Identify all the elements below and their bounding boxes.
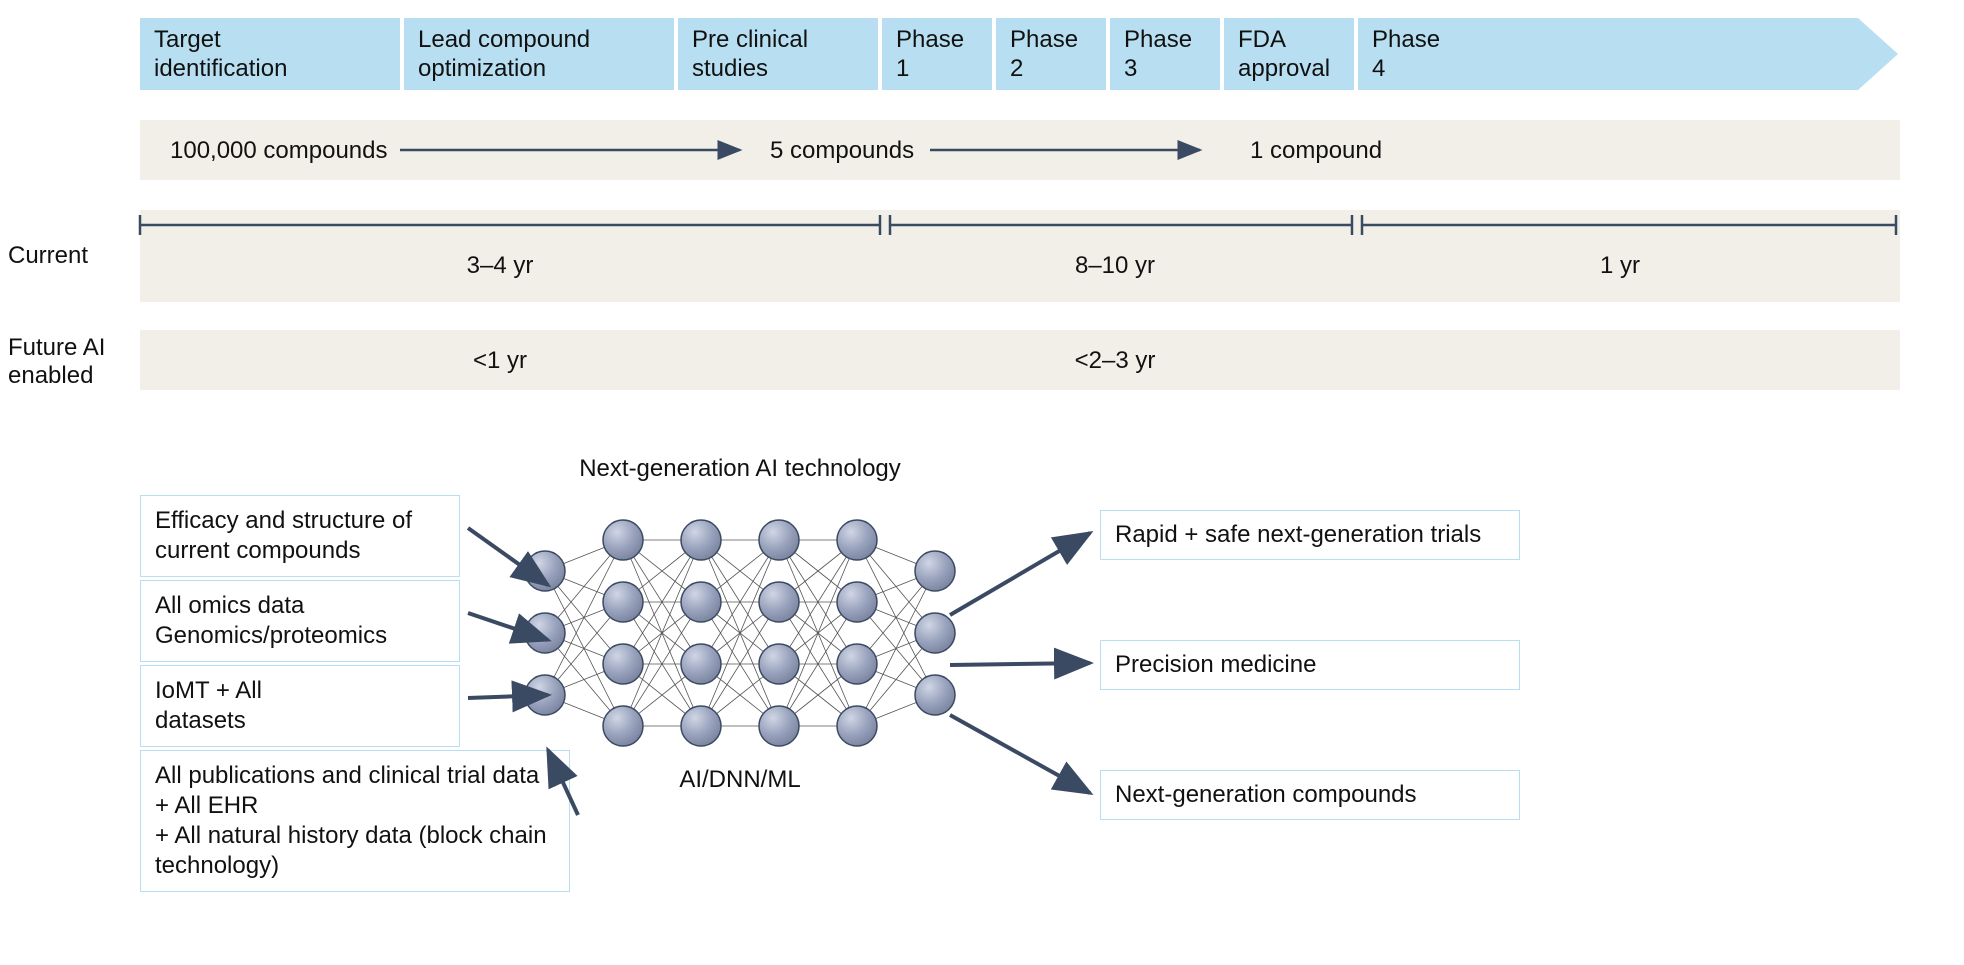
- input-box: IoMT + All datasets: [140, 665, 460, 747]
- stage-box: Phase 4: [1358, 18, 1858, 90]
- input-arrow: [468, 528, 548, 585]
- stage-label: Lead compound optimization: [418, 26, 590, 84]
- nn-node: [681, 706, 721, 746]
- nn-node: [915, 613, 955, 653]
- input-box: Efficacy and structure of current compou…: [140, 495, 460, 577]
- stage-label: Phase 4: [1372, 26, 1440, 84]
- stage-label: Phase 3: [1124, 26, 1192, 84]
- output-box: Next-generation compounds: [1100, 770, 1520, 820]
- output-arrow: [950, 533, 1090, 615]
- nn-node: [837, 706, 877, 746]
- output-box: Rapid + safe next-generation trials: [1100, 510, 1520, 560]
- nn-node: [915, 551, 955, 591]
- future-timeline-band: [140, 330, 1900, 390]
- current-timeline-band: [140, 210, 1900, 302]
- stage-label: Phase 1: [896, 26, 964, 84]
- nn-node: [603, 644, 643, 684]
- nn-node: [525, 613, 565, 653]
- input-box: All omics data Genomics/proteomics: [140, 580, 460, 662]
- input-arrow: [468, 613, 548, 640]
- stage-box: Phase 2: [996, 18, 1106, 90]
- nn-node: [915, 675, 955, 715]
- stage-box: Phase 1: [882, 18, 992, 90]
- nn-node: [681, 520, 721, 560]
- stage-box: Target identification: [140, 18, 400, 90]
- current-label: Current: [8, 242, 88, 270]
- nn-title-bottom: AI/DNN/ML: [640, 766, 840, 794]
- nn-node: [525, 675, 565, 715]
- stage-label: Phase 2: [1010, 26, 1078, 84]
- nn-node: [603, 520, 643, 560]
- nn-node: [837, 644, 877, 684]
- stage-box: Phase 3: [1110, 18, 1220, 90]
- stage-label: Target identification: [154, 26, 287, 84]
- nn-title-top: Next-generation AI technology: [540, 455, 940, 483]
- stage-box: Pre clinical studies: [678, 18, 878, 90]
- stage-box: Lead compound optimization: [404, 18, 674, 90]
- nn-node: [525, 551, 565, 591]
- nn-node: [759, 706, 799, 746]
- output-arrow: [950, 663, 1090, 665]
- input-arrow: [468, 695, 548, 698]
- stage-box: FDA approval: [1224, 18, 1354, 90]
- future-label: Future AI enabled: [8, 334, 105, 390]
- output-box: Precision medicine: [1100, 640, 1520, 690]
- stage-label: Pre clinical studies: [692, 26, 808, 84]
- stage-label: FDA approval: [1238, 26, 1330, 84]
- nn-node: [837, 520, 877, 560]
- nn-node: [759, 644, 799, 684]
- input-box: All publications and clinical trial data…: [140, 750, 570, 892]
- nn-node: [681, 644, 721, 684]
- nn-node: [681, 582, 721, 622]
- nn-node: [837, 582, 877, 622]
- nn-node: [603, 582, 643, 622]
- funnel-band: [140, 120, 1900, 180]
- nn-node: [603, 706, 643, 746]
- output-arrow: [950, 715, 1090, 793]
- nn-node: [759, 582, 799, 622]
- nn-node: [759, 520, 799, 560]
